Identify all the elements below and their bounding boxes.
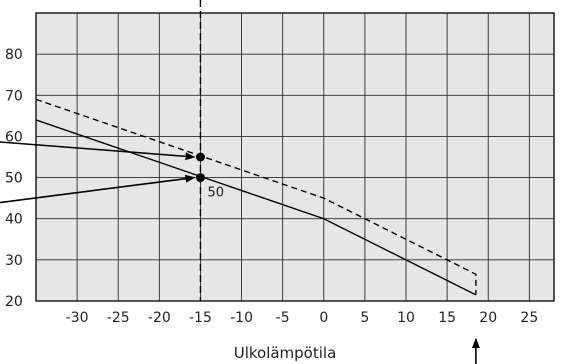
x-tick-label: 15 [438,310,456,326]
x-tick-label: -30 [66,310,89,326]
y-tick-label: 70 [5,88,23,104]
y-axis-ticks: 20 30 40 50 60 70 80 [5,47,23,310]
y-tick-label: 50 [5,171,23,187]
data-label-0: 50 [207,186,224,201]
pointer-arrow-1 [0,174,196,204]
plot-frame [35,12,555,302]
y-tick-label: 40 [5,212,23,228]
data-point-marker-1 [195,173,205,183]
x-axis-ticks: -30 -25 -20 -15 -10 -5 0 5 10 15 20 25 [66,310,539,326]
x-axis-title: Ulkolämpötila [234,344,337,362]
x-tick-label: -5 [276,310,290,326]
x-tick-label: -25 [107,310,130,326]
x-tick-label: 0 [319,310,328,326]
x-tick-label: 25 [520,310,538,326]
x-tick-label: -15 [189,310,212,326]
x-tick-label: -20 [148,310,171,326]
data-point-marker-0 [195,152,205,162]
x-tick-label: 5 [360,310,369,326]
y-tick-label: 80 [5,47,23,63]
y-tick-label: 30 [5,253,23,269]
x-tick-label: 20 [479,310,497,326]
annotation-layer: 50 [0,0,480,364]
y-tick-label: 60 [5,129,23,145]
pointer-arrow-0 [0,141,196,161]
plot-area [36,13,554,301]
plot-border [35,12,555,302]
x-tick-label: 10 [397,310,415,326]
series-line-1 [35,98,477,295]
y-tick-label: 20 [5,294,23,310]
x-tick-label: -10 [230,310,253,326]
